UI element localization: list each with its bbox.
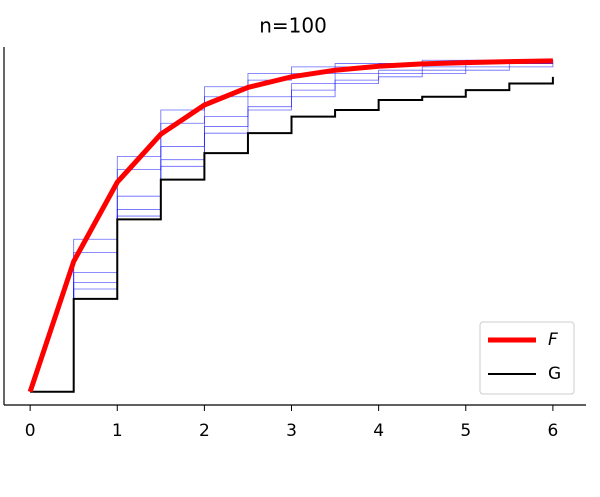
x-tick-label: 5 bbox=[460, 421, 471, 441]
simulated-ecdf bbox=[30, 63, 553, 393]
legend-label: F bbox=[548, 330, 558, 350]
legend-label: G bbox=[548, 364, 561, 384]
x-tick-label: 2 bbox=[199, 421, 210, 441]
chart-title: n=100 bbox=[259, 14, 327, 38]
x-tick-label: 1 bbox=[112, 421, 123, 441]
simulated-ecdf bbox=[30, 63, 554, 393]
x-tick-label: 0 bbox=[25, 421, 36, 441]
x-tick-label: 6 bbox=[547, 421, 558, 441]
series-line bbox=[27, 58, 553, 393]
x-tick-label: 4 bbox=[373, 421, 384, 441]
series-line bbox=[30, 76, 554, 393]
simulated-ecdf bbox=[30, 59, 553, 393]
x-tick-label: 3 bbox=[286, 421, 297, 441]
